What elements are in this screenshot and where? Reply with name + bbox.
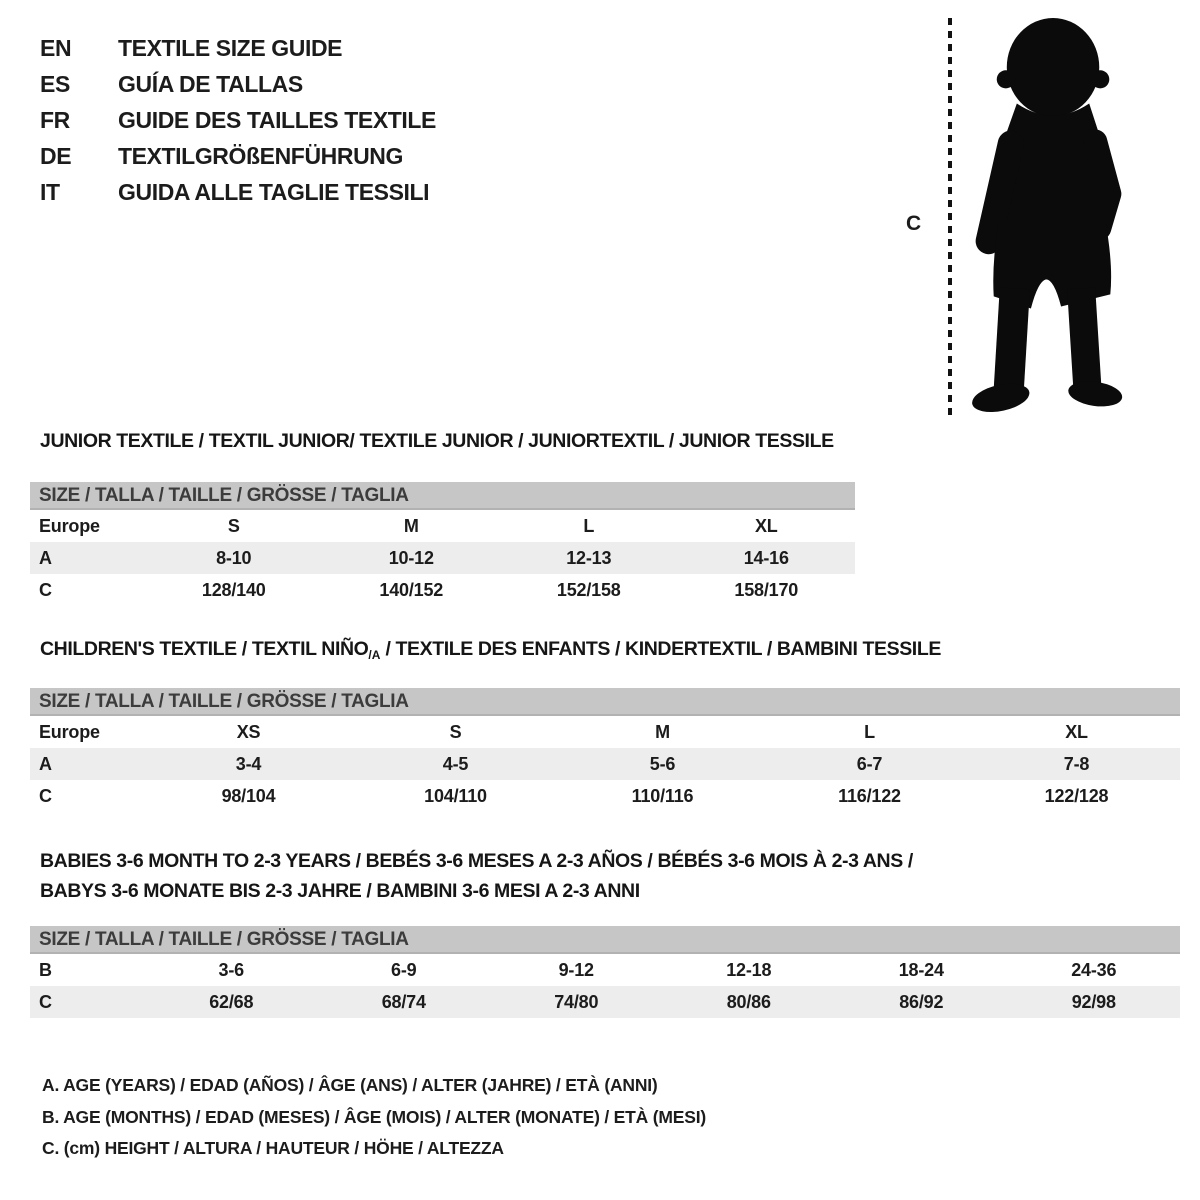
table-cell: 68/74: [381, 991, 426, 1012]
table-cell: 3-6: [218, 959, 245, 980]
table-cell: XL: [1065, 721, 1088, 742]
table-cell: M: [403, 515, 419, 536]
row-label: Europe: [39, 721, 100, 742]
children-title-post: / TEXTILE DES ENFANTS / KINDERTEXTIL / B…: [380, 638, 941, 660]
table-cell: L: [864, 721, 875, 742]
row-label: A: [39, 547, 52, 568]
row-label: C: [39, 785, 52, 806]
table-cell: 24-36: [1071, 959, 1117, 980]
row-label: A: [39, 753, 52, 774]
children-size-header-bar: SIZE / TALLA / TAILLE / GRÖSSE / TAGLIA: [30, 688, 1180, 716]
table-row: Europe XS S M L XL: [30, 716, 1180, 748]
table-cell: 128/140: [201, 579, 266, 600]
junior-size-table: SIZE / TALLA / TAILLE / GRÖSSE / TAGLIA …: [30, 482, 855, 606]
table-row: C 128/140 140/152 152/158 158/170: [30, 574, 855, 606]
table-cell: 122/128: [1044, 785, 1109, 806]
table-cell: 6-9: [391, 959, 417, 980]
row-label: C: [39, 579, 52, 600]
toddler-silhouette-image: [958, 15, 1140, 417]
babies-size-table: SIZE / TALLA / TAILLE / GRÖSSE / TAGLIA …: [30, 926, 1180, 1018]
table-cell: 9-12: [558, 959, 594, 980]
language-list: EN TEXTILE SIZE GUIDE ES GUÍA DE TALLAS …: [40, 30, 436, 210]
row-label: C: [39, 991, 52, 1012]
table-row: Europe S M L XL: [30, 510, 855, 542]
table-cell: 116/122: [838, 785, 901, 806]
table-cell: 158/170: [734, 579, 799, 600]
table-cell: 18-24: [898, 959, 944, 980]
table-cell: S: [449, 721, 462, 742]
table-cell: XS: [236, 721, 261, 742]
table-cell: 8-10: [216, 547, 252, 568]
table-cell: S: [227, 515, 240, 536]
guide-title-it: GUIDA ALLE TAGLIE TESSILI: [118, 179, 430, 205]
footnote-a: A. AGE (YEARS) / EDAD (AÑOS) / ÂGE (ANS)…: [42, 1075, 658, 1095]
table-row: A 3-4 4-5 5-6 6-7 7-8: [30, 748, 1180, 780]
height-dashed-line: [948, 18, 952, 416]
table-cell: 74/80: [554, 991, 599, 1012]
row-label: Europe: [39, 515, 100, 536]
table-row: C 62/68 68/74 74/80 80/86 86/92 92/98: [30, 986, 1180, 1018]
table-cell: 152/158: [556, 579, 621, 600]
table-cell: 6-7: [856, 753, 883, 774]
babies-section-title: BABIES 3-6 MONTH TO 2-3 YEARS / BEBÉS 3-…: [40, 846, 913, 906]
footnote-c: C. (cm) HEIGHT / ALTURA / HAUTEUR / HÖHE…: [42, 1138, 504, 1158]
table-cell: 86/92: [899, 991, 944, 1012]
table-cell: 3-4: [235, 753, 262, 774]
guide-title-fr: GUIDE DES TAILLES TEXTILE: [118, 107, 436, 133]
table-cell: 12-18: [726, 959, 772, 980]
junior-section-title: JUNIOR TEXTILE / TEXTIL JUNIOR/ TEXTILE …: [40, 430, 834, 452]
babies-size-header-bar: SIZE / TALLA / TAILLE / GRÖSSE / TAGLIA: [30, 926, 1180, 954]
table-cell: XL: [754, 515, 778, 536]
table-cell: 110/116: [631, 785, 694, 806]
babies-title-line2: BABYS 3-6 MONATE BIS 2-3 JAHRE / BAMBINI…: [40, 880, 640, 902]
language-row: ES GUÍA DE TALLAS: [40, 66, 436, 102]
children-title-sub: /A: [368, 648, 381, 662]
children-title-pre: CHILDREN'S TEXTILE / TEXTIL NIÑO: [40, 638, 369, 660]
table-cell: 14-16: [743, 547, 789, 568]
table-cell: 7-8: [1063, 753, 1090, 774]
language-code: DE: [40, 143, 72, 169]
table-cell: 92/98: [1071, 991, 1116, 1012]
height-measure-label: C: [906, 212, 922, 235]
language-code: IT: [40, 179, 60, 205]
table-cell: 4-5: [442, 753, 469, 774]
table-cell: 104/110: [424, 785, 487, 806]
children-section-title: CHILDREN'S TEXTILE / TEXTIL NIÑO/A / TEX…: [40, 638, 941, 662]
table-cell: M: [655, 721, 670, 742]
language-row: DE TEXTILGRÖßENFÜHRUNG: [40, 138, 436, 174]
guide-title-de: TEXTILGRÖßENFÜHRUNG: [118, 143, 403, 169]
table-cell: 62/68: [209, 991, 254, 1012]
babies-title-line1: BABIES 3-6 MONTH TO 2-3 YEARS / BEBÉS 3-…: [40, 850, 913, 872]
children-size-table: SIZE / TALLA / TAILLE / GRÖSSE / TAGLIA …: [30, 688, 1180, 812]
language-code: ES: [40, 71, 70, 97]
table-row: B 3-6 6-9 9-12 12-18 18-24 24-36: [30, 954, 1180, 986]
table-cell: L: [583, 515, 595, 536]
table-cell: 12-13: [566, 547, 612, 568]
guide-title-en: TEXTILE SIZE GUIDE: [118, 35, 343, 61]
toddler-silhouette-svg: [972, 18, 1123, 413]
table-cell: 80/86: [726, 991, 771, 1012]
table-cell: 5-6: [649, 753, 676, 774]
table-row: A 8-10 10-12 12-13 14-16: [30, 542, 855, 574]
language-code: EN: [40, 35, 72, 61]
footnotes: A. AGE (YEARS) / EDAD (AÑOS) / ÂGE (ANS)…: [42, 1070, 706, 1165]
table-cell: 10-12: [388, 547, 434, 568]
table-row: C 98/104 104/110 110/116 116/122 122/128: [30, 780, 1180, 812]
language-row: EN TEXTILE SIZE GUIDE: [40, 30, 436, 66]
footnote-b: B. AGE (MONTHS) / EDAD (MESES) / ÂGE (MO…: [42, 1106, 706, 1127]
language-code: FR: [40, 107, 70, 133]
row-label: B: [39, 959, 52, 980]
guide-title-es: GUÍA DE TALLAS: [118, 71, 303, 97]
language-row: IT GUIDA ALLE TAGLIE TESSILI: [40, 174, 436, 210]
table-cell: 140/152: [379, 579, 444, 600]
language-row: FR GUIDE DES TAILLES TEXTILE: [40, 102, 436, 138]
junior-size-header-bar: SIZE / TALLA / TAILLE / GRÖSSE / TAGLIA: [30, 482, 855, 510]
table-cell: 98/104: [221, 785, 276, 806]
